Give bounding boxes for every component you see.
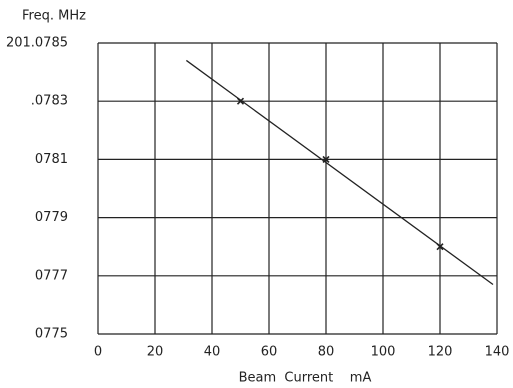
fit-line — [185, 59, 494, 286]
y-tick-label: 0779 — [35, 210, 68, 225]
x-tick-label: 60 — [261, 345, 278, 360]
x-tick-label: 140 — [485, 345, 510, 360]
y-axis-label: Freq. MHz — [22, 9, 86, 24]
data-point — [236, 97, 245, 105]
y-tick-label: .0783 — [31, 94, 68, 109]
y-tick-label: 201.0785 — [6, 36, 68, 51]
y-tick-label: 0777 — [35, 268, 68, 283]
x-tick-label: 80 — [318, 345, 335, 360]
x-axis-label: Beam Current mA — [239, 371, 372, 386]
data-point — [436, 243, 444, 251]
x-tick-label: 20 — [147, 345, 164, 360]
y-tick-label: 0781 — [35, 152, 68, 167]
y-tick-label: 0775 — [35, 327, 68, 342]
x-tick-label: 0 — [94, 345, 102, 360]
x-tick-label: 40 — [204, 345, 221, 360]
x-tick-label: 100 — [371, 345, 396, 360]
x-tick-label: 120 — [428, 345, 453, 360]
data-point — [322, 155, 330, 163]
